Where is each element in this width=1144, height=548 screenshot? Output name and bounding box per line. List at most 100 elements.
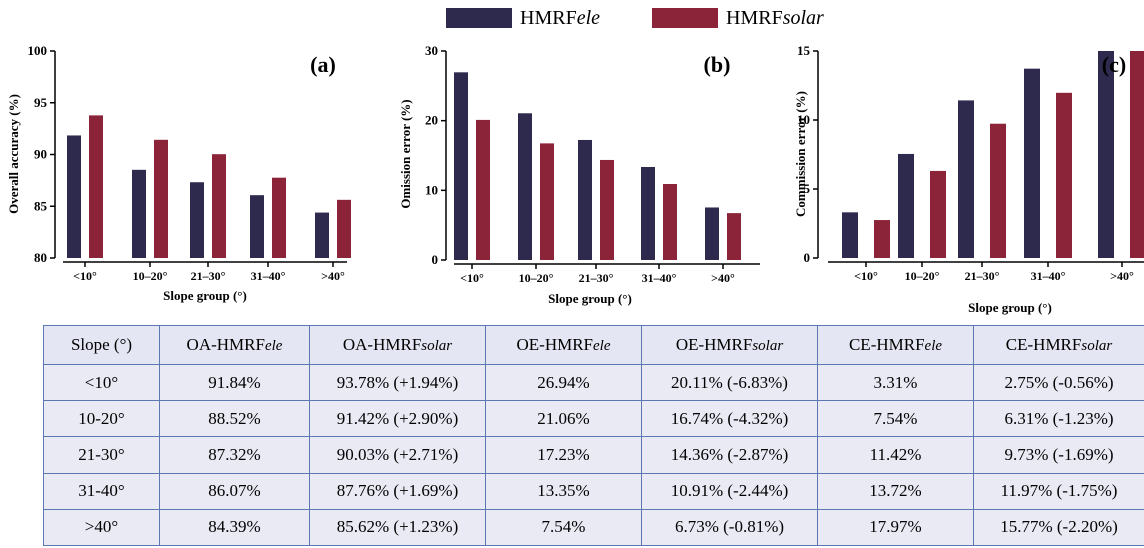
y-tick-label: 95 xyxy=(34,95,48,110)
x-tick-label: <10° xyxy=(460,271,484,285)
bar-hmrf-ele xyxy=(67,135,81,258)
table-cell: 26.94% xyxy=(485,363,642,402)
bar-hmrf-solar xyxy=(212,154,226,258)
table-cell: 85.62% (+1.23%) xyxy=(309,508,486,547)
overall-accuracy-chart: <10° 10–20° 21–30° 31–40° >40° 80 85 90 95 100 (a)… xyxy=(6,43,351,303)
table-cell: 10.91% (-2.44%) xyxy=(641,472,818,510)
table-cell: 21-30° xyxy=(43,436,160,474)
omission-error-chart: <10° 10–20° 21–30° 31–40° >40° 0 10 20 30 (b) Omis… xyxy=(398,43,760,306)
x-tick-label: 31–40° xyxy=(251,269,286,283)
chart-legend: HMRFele HMRFsolar xyxy=(0,0,1144,36)
table-cell: 17.23% xyxy=(485,436,642,474)
panel-label: (b) xyxy=(704,52,731,77)
y-tick-label: 30 xyxy=(425,43,438,58)
table-cell: 90.03% (+2.71%) xyxy=(309,436,486,474)
legend-label-hmrf-ele: HMRFele xyxy=(520,6,601,29)
table-cell: 93.78% (+1.94%) xyxy=(309,363,486,402)
bar-hmrf-ele xyxy=(705,207,719,260)
table-cell: >40° xyxy=(43,508,160,547)
table-cell: 2.75% (-0.56%) xyxy=(973,363,1144,402)
table-cell: 13.35% xyxy=(485,472,642,510)
table-cell: 10-20° xyxy=(43,400,160,438)
table-row: 31-40° 86.07% 87.76% (+1.69%) 13.35% 10.91% … xyxy=(43,472,1144,510)
legend-label-hmrf-solar: HMRFsolar xyxy=(726,6,824,29)
bar-hmrf-solar xyxy=(540,143,554,260)
table-row: 10-20° 88.52% 91.42% (+2.90%) 21.06% 16.74% … xyxy=(43,400,1144,438)
table-cell: 3.31% xyxy=(817,363,974,402)
table-cell: 9.73% (-1.69%) xyxy=(973,436,1144,474)
table-cell: 7.54% xyxy=(817,400,974,438)
table-cell: <10° xyxy=(43,363,160,402)
table-cell: 15.77% (-2.20%) xyxy=(973,508,1144,547)
legend-swatch-hmrf-ele xyxy=(446,8,512,28)
y-tick-label: 80 xyxy=(34,250,47,265)
table-header: CE-HMRFsolar xyxy=(973,325,1144,365)
table-cell: 21.06% xyxy=(485,400,642,438)
y-tick-label: 15 xyxy=(797,43,811,58)
table-header-row: Slope (°) OA-HMRFele OA-HMRFsolar OE-HMR… xyxy=(43,325,1144,365)
table-header: OE-HMRFele xyxy=(485,325,642,365)
x-tick-label: 10–20° xyxy=(519,271,554,285)
table-cell: 6.31% (-1.23%) xyxy=(973,400,1144,438)
y-tick-label: 0 xyxy=(804,250,811,265)
legend-item-hmrf-ele: HMRFele xyxy=(446,6,600,30)
y-tick-label: 5 xyxy=(804,181,811,196)
commission-error-chart: <10° 10–20° 21–30° 31–40° >40° 0 5 10 15 (c) Commi… xyxy=(793,43,1144,315)
x-tick-label: >40° xyxy=(711,271,735,285)
bar-hmrf-ele xyxy=(1024,68,1040,258)
table-cell: 88.52% xyxy=(159,400,310,438)
y-axis-label: Omission error (%) xyxy=(398,99,413,208)
bar-hmrf-solar xyxy=(337,199,351,258)
legend-swatch-hmrf-solar xyxy=(652,8,718,28)
bar-hmrf-ele xyxy=(958,100,974,259)
y-axis-label: Commission error (%) xyxy=(793,91,808,217)
table-row: <10° 91.84% 93.78% (+1.94%) 26.94% 20.11% (-… xyxy=(43,363,1144,402)
bar-hmrf-ele xyxy=(454,72,468,261)
table-header: OA-HMRFele xyxy=(159,325,310,365)
x-tick-label: >40° xyxy=(321,269,345,283)
bar-hmrf-ele xyxy=(250,195,264,258)
bar-hmrf-solar xyxy=(930,170,946,258)
y-tick-label: 90 xyxy=(34,147,47,162)
y-axis-label: Overall accuracy (%) xyxy=(6,94,21,214)
bar-hmrf-solar xyxy=(663,183,677,260)
table-cell: 17.97% xyxy=(817,508,974,547)
bar-hmrf-ele xyxy=(578,139,592,260)
table-cell: 13.72% xyxy=(817,472,974,510)
bar-hmrf-ele xyxy=(518,113,532,260)
bar-hmrf-ele xyxy=(315,212,329,258)
bar-hmrf-solar xyxy=(600,159,614,260)
y-tick-label: 10 xyxy=(797,112,810,127)
bar-hmrf-ele xyxy=(898,153,914,258)
x-tick-label: 21–30° xyxy=(965,269,1000,283)
bar-hmrf-solar xyxy=(874,220,890,258)
table-cell: 20.11% (-6.83%) xyxy=(641,363,818,402)
bar-hmrf-ele xyxy=(641,166,655,260)
x-tick-label: 31–40° xyxy=(642,271,677,285)
x-tick-label: <10° xyxy=(73,269,97,283)
slope-accuracy-table: Slope (°) OA-HMRFele OA-HMRFsolar OE-HMR… xyxy=(43,325,1144,547)
x-tick-label: >40° xyxy=(1110,269,1134,283)
bar-hmrf-ele xyxy=(842,212,858,258)
table-cell: 14.36% (-2.87%) xyxy=(641,436,818,474)
x-tick-label: 10–20° xyxy=(133,269,168,283)
table-cell: 87.32% xyxy=(159,436,310,474)
table-cell: 31-40° xyxy=(43,472,160,510)
table-cell: 11.42% xyxy=(817,436,974,474)
table-header: OA-HMRFsolar xyxy=(309,325,486,365)
bar-hmrf-solar xyxy=(727,213,741,260)
table-header: Slope (°) xyxy=(43,325,160,365)
table-cell: 87.76% (+1.69%) xyxy=(309,472,486,510)
bar-hmrf-solar xyxy=(154,139,168,258)
x-tick-label: <10° xyxy=(854,269,878,283)
bar-hmrf-solar xyxy=(990,123,1006,258)
table-cell: 16.74% (-4.32%) xyxy=(641,400,818,438)
table-header: OE-HMRFsolar xyxy=(641,325,818,365)
y-tick-label: 20 xyxy=(425,113,438,128)
x-tick-label: 21–30° xyxy=(191,269,226,283)
table-header: CE-HMRFele xyxy=(817,325,974,365)
x-tick-label: 21–30° xyxy=(579,271,614,285)
table-row: 21-30° 87.32% 90.03% (+2.71%) 17.23% 14.36% … xyxy=(43,436,1144,474)
bar-hmrf-solar xyxy=(1130,51,1144,258)
table-row: >40° 84.39% 85.62% (+1.23%) 7.54% 6.73% (-0.… xyxy=(43,508,1144,547)
